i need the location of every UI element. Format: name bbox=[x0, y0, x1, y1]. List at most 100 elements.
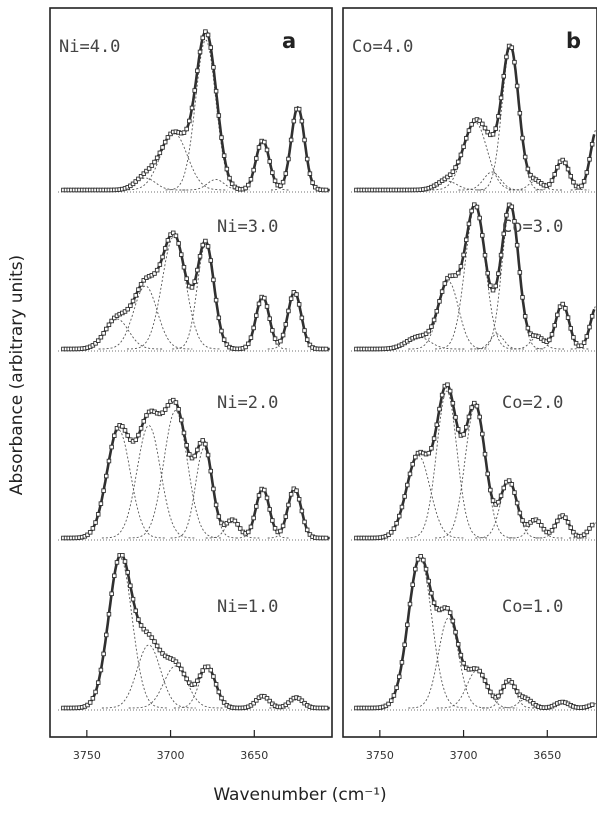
data-point-a-2 bbox=[267, 507, 272, 512]
data-point-a-2 bbox=[192, 453, 197, 459]
data-point-b-1 bbox=[557, 304, 563, 309]
data-point-a-0 bbox=[272, 178, 278, 184]
data-point-b-1 bbox=[445, 275, 450, 281]
data-point-a-2 bbox=[256, 493, 262, 498]
data-point-b-1 bbox=[512, 219, 517, 224]
data-point-a-0 bbox=[195, 68, 200, 73]
data-point-a-2 bbox=[101, 488, 106, 493]
panel-letter-b: b bbox=[566, 29, 581, 53]
data-point-b-2 bbox=[410, 461, 415, 467]
fit-component-a-1-0 bbox=[70, 318, 164, 350]
data-point-a-2 bbox=[181, 430, 187, 436]
data-point-a-2 bbox=[235, 522, 240, 527]
data-point-b-3 bbox=[423, 566, 429, 572]
data-point-b-2 bbox=[498, 493, 504, 499]
data-point-b-0 bbox=[584, 170, 590, 175]
data-point-a-1 bbox=[109, 318, 114, 324]
data-point-a-0 bbox=[149, 163, 155, 168]
fit-component-b-0-1 bbox=[428, 122, 523, 191]
data-point-a-2 bbox=[125, 433, 130, 438]
data-point-b-2 bbox=[439, 392, 445, 398]
data-point-b-1 bbox=[453, 273, 458, 278]
data-point-a-1 bbox=[254, 313, 259, 318]
data-point-a-3 bbox=[112, 573, 117, 579]
x-tick-label-b-2: 3650 bbox=[533, 749, 561, 762]
data-point-b-2 bbox=[477, 414, 482, 420]
data-point-b-2 bbox=[496, 499, 501, 505]
data-point-b-0 bbox=[493, 126, 498, 131]
data-point-a-3 bbox=[208, 667, 214, 673]
data-point-b-2 bbox=[482, 451, 488, 457]
data-point-a-0 bbox=[323, 187, 329, 193]
fit-component-b-0-3 bbox=[476, 46, 544, 191]
data-point-a-1 bbox=[98, 334, 104, 340]
data-point-a-2 bbox=[270, 518, 275, 523]
data-point-a-2 bbox=[304, 527, 310, 533]
data-point-b-0 bbox=[560, 157, 565, 163]
data-point-b-2 bbox=[549, 528, 555, 533]
data-point-b-3 bbox=[514, 689, 520, 694]
data-point-b-0 bbox=[501, 73, 507, 79]
data-point-a-2 bbox=[254, 504, 259, 509]
data-point-a-2 bbox=[179, 417, 184, 423]
data-point-b-3 bbox=[421, 557, 426, 563]
data-point-a-1 bbox=[138, 282, 144, 287]
data-point-b-2 bbox=[399, 504, 405, 510]
data-point-b-1 bbox=[463, 237, 469, 243]
data-point-b-3 bbox=[453, 629, 458, 635]
panel-frame-b bbox=[342, 7, 597, 738]
data-point-b-0 bbox=[466, 128, 472, 133]
data-point-a-3 bbox=[179, 666, 184, 672]
data-point-a-2 bbox=[85, 532, 90, 538]
data-point-a-1 bbox=[136, 287, 141, 292]
data-point-b-2 bbox=[407, 471, 413, 477]
data-point-a-2 bbox=[280, 523, 286, 529]
data-point-a-3 bbox=[85, 702, 90, 708]
data-point-a-1 bbox=[283, 322, 289, 327]
data-point-a-3 bbox=[197, 673, 203, 678]
data-point-b-1 bbox=[442, 281, 448, 286]
data-point-a-1 bbox=[307, 342, 313, 348]
data-point-b-1 bbox=[439, 289, 445, 294]
data-point-b-3 bbox=[512, 684, 517, 690]
data-point-b-0 bbox=[458, 152, 464, 158]
data-point-b-0 bbox=[509, 45, 515, 50]
data-point-b-3 bbox=[399, 660, 405, 665]
data-point-a-1 bbox=[208, 258, 214, 263]
data-point-a-2 bbox=[176, 407, 181, 412]
data-point-b-0 bbox=[514, 83, 520, 89]
data-point-b-2 bbox=[450, 400, 456, 406]
fit-component-b-1-5 bbox=[510, 336, 564, 350]
data-point-b-1 bbox=[555, 312, 560, 318]
data-point-a-2 bbox=[114, 426, 120, 431]
data-point-b-1 bbox=[431, 317, 437, 323]
data-point-a-1 bbox=[128, 303, 133, 308]
data-point-b-2 bbox=[472, 400, 477, 406]
data-point-b-3 bbox=[447, 610, 453, 615]
data-point-a-3 bbox=[200, 668, 205, 673]
data-point-a-3 bbox=[104, 632, 109, 638]
fit-component-a-3-2 bbox=[128, 665, 223, 709]
data-point-a-1 bbox=[157, 262, 163, 267]
data-point-a-2 bbox=[138, 426, 144, 431]
data-point-b-0 bbox=[498, 95, 504, 101]
data-point-a-0 bbox=[197, 49, 203, 55]
data-point-b-1 bbox=[458, 264, 464, 269]
data-point-b-3 bbox=[509, 680, 515, 685]
data-point-a-1 bbox=[299, 315, 305, 321]
data-point-a-0 bbox=[227, 175, 232, 181]
panels-layer: 3750 3700 3650aNi=4.0Ni=3.0Ni=2.0Ni=1.0375… bbox=[49, 7, 597, 762]
spectrum-label-a-3: Ni=1.0 bbox=[217, 597, 278, 617]
data-point-a-0 bbox=[304, 156, 310, 162]
fit-component-a-1-3 bbox=[172, 243, 240, 350]
data-point-a-0 bbox=[267, 159, 272, 164]
data-point-a-1 bbox=[197, 254, 203, 259]
data-point-b-1 bbox=[501, 231, 507, 237]
data-point-b-1 bbox=[490, 287, 496, 293]
data-point-a-3 bbox=[136, 617, 141, 622]
data-point-a-3 bbox=[176, 662, 181, 668]
data-point-b-3 bbox=[405, 622, 410, 628]
data-point-a-0 bbox=[192, 88, 197, 93]
data-point-b-2 bbox=[426, 450, 431, 456]
x-tick-label-a-2: 3650 bbox=[240, 749, 268, 762]
